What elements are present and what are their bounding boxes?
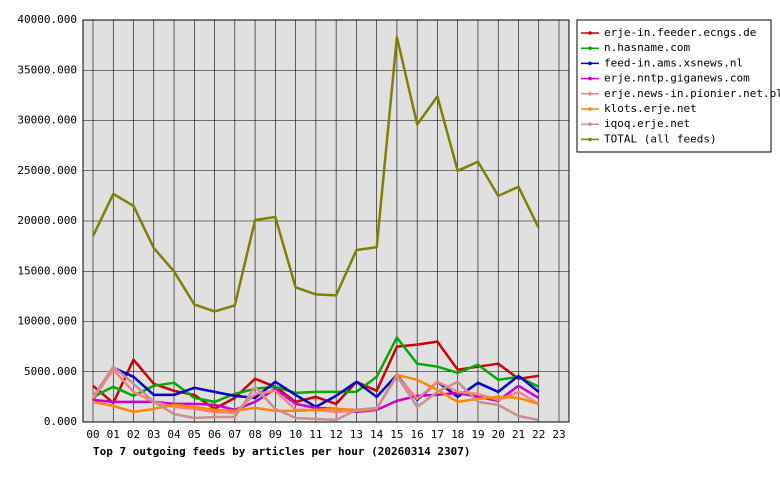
x-tick-label: 13	[350, 428, 363, 441]
x-tick-label: 16	[411, 428, 424, 441]
x-tick-label: 23	[552, 428, 565, 441]
x-tick-label: 15	[390, 428, 403, 441]
legend-label: iqoq.erje.net	[604, 117, 690, 130]
series-line	[91, 35, 540, 313]
x-tick-label: 03	[147, 428, 160, 441]
y-tick-label: 30000.000	[17, 114, 77, 127]
x-tick-label: 07	[228, 428, 241, 441]
legend-label: klots.erje.net	[604, 102, 697, 115]
y-tick-label: 15000.000	[17, 264, 77, 277]
legend-label: erje-in.feeder.ecngs.de	[604, 26, 756, 39]
x-tick-label: 02	[127, 428, 140, 441]
y-tick-label: 20000.000	[17, 214, 77, 227]
x-tick-label: 14	[370, 428, 384, 441]
x-tick-label: 21	[512, 428, 525, 441]
x-tick-label: 09	[269, 428, 282, 441]
legend-label: feed-in.ams.xsnews.nl	[604, 56, 743, 69]
lines	[91, 35, 540, 422]
legend-label: erje.news-in.pionier.net.pl	[604, 87, 780, 100]
x-tick-label: 19	[471, 428, 484, 441]
y-tick-label: 25000.000	[17, 164, 77, 177]
legend-label: TOTAL (all feeds)	[604, 132, 717, 145]
x-tick-label: 06	[208, 428, 221, 441]
x-tick-label: 10	[289, 428, 302, 441]
legend-dot	[588, 107, 592, 111]
y-tick-label: 0.000	[44, 415, 77, 428]
x-tick-label: 20	[492, 428, 505, 441]
legend-dot	[588, 76, 592, 81]
series-line	[92, 373, 540, 414]
series-line	[92, 384, 540, 414]
legend-dot	[588, 92, 592, 96]
x-tick-label: 12	[330, 428, 343, 441]
legend-dot	[588, 46, 592, 50]
y-tick-label: 35000.000	[17, 63, 77, 76]
legend-label: erje.nntp.giganews.com	[604, 72, 750, 85]
series-line	[92, 340, 539, 411]
legend-dot	[588, 122, 592, 126]
y-tick-label: 10000.000	[17, 315, 77, 328]
legend-label: n.hasname.com	[604, 41, 690, 54]
chart-title: Top 7 outgoing feeds by articles per hou…	[93, 445, 471, 458]
x-tick-label: 00	[86, 428, 99, 441]
legend	[576, 19, 772, 153]
legend-dot	[588, 61, 592, 66]
x-tick-label: 05	[188, 428, 201, 441]
x-tick-label: 08	[248, 428, 261, 441]
x-tick-label: 01	[107, 428, 120, 441]
legend-dot	[588, 137, 592, 142]
x-tick-label: 11	[309, 428, 322, 441]
x-tick-label: 18	[451, 428, 464, 441]
series-line	[92, 336, 540, 404]
x-tick-label: 04	[167, 428, 181, 441]
x-tick-label: 17	[431, 428, 444, 441]
y-tick-label: 5000.000	[24, 365, 77, 378]
y-tick-label: 40000.000	[17, 13, 77, 26]
legend-dot	[588, 31, 592, 35]
plot-border	[82, 19, 570, 423]
series-line	[91, 365, 539, 422]
x-tick-label: 22	[532, 428, 545, 441]
